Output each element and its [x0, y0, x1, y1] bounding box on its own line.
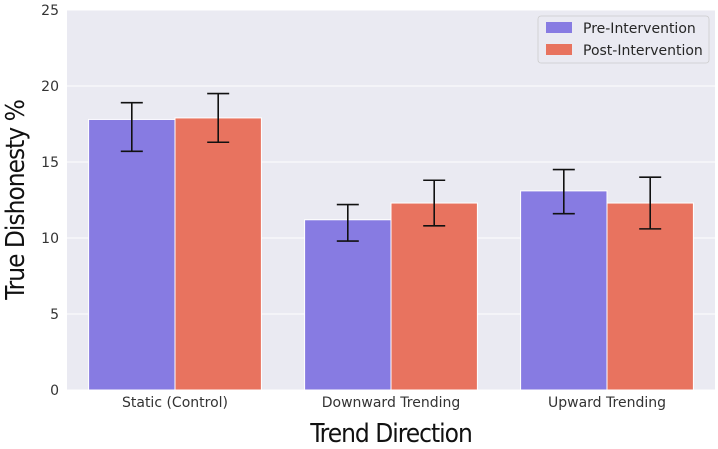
bar [174, 117, 262, 391]
y-axis-label: True Dishonesty % [1, 100, 31, 301]
x-tick-label: Downward Trending [322, 395, 461, 411]
bar [304, 219, 392, 391]
x-axis-label: Trend Direction [309, 419, 472, 449]
legend-swatch-pre [546, 22, 572, 33]
bar [390, 202, 478, 391]
error-bars [120, 92, 662, 242]
bar [88, 118, 176, 391]
legend: Pre-Intervention Post-Intervention [537, 15, 710, 64]
x-tick-labels: Static (Control) Downward Trending Upward … [122, 395, 666, 411]
bars [88, 117, 694, 391]
y-tick-label: 0 [50, 383, 59, 399]
legend-label-post: Post-Intervention [583, 43, 703, 59]
bar [520, 190, 608, 391]
x-tick-label: Static (Control) [122, 395, 228, 411]
y-tick-label: 20 [41, 79, 59, 95]
y-tick-label: 5 [50, 307, 59, 323]
legend-swatch-post [546, 44, 572, 55]
y-tick-label: 10 [41, 231, 59, 247]
legend-label-pre: Pre-Intervention [583, 21, 696, 37]
x-tick-label: Upward Trending [548, 395, 666, 411]
y-tick-labels: 0 5 10 15 20 25 [41, 3, 59, 399]
y-tick-label: 25 [41, 3, 59, 19]
legend-box [537, 15, 710, 64]
bar [606, 202, 694, 391]
y-tick-label: 15 [41, 155, 59, 171]
